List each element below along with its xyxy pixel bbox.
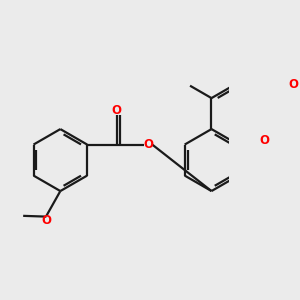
Text: O: O: [112, 104, 122, 117]
Text: O: O: [41, 214, 51, 226]
Text: O: O: [260, 134, 269, 147]
Text: O: O: [143, 138, 153, 151]
Text: O: O: [288, 78, 298, 91]
